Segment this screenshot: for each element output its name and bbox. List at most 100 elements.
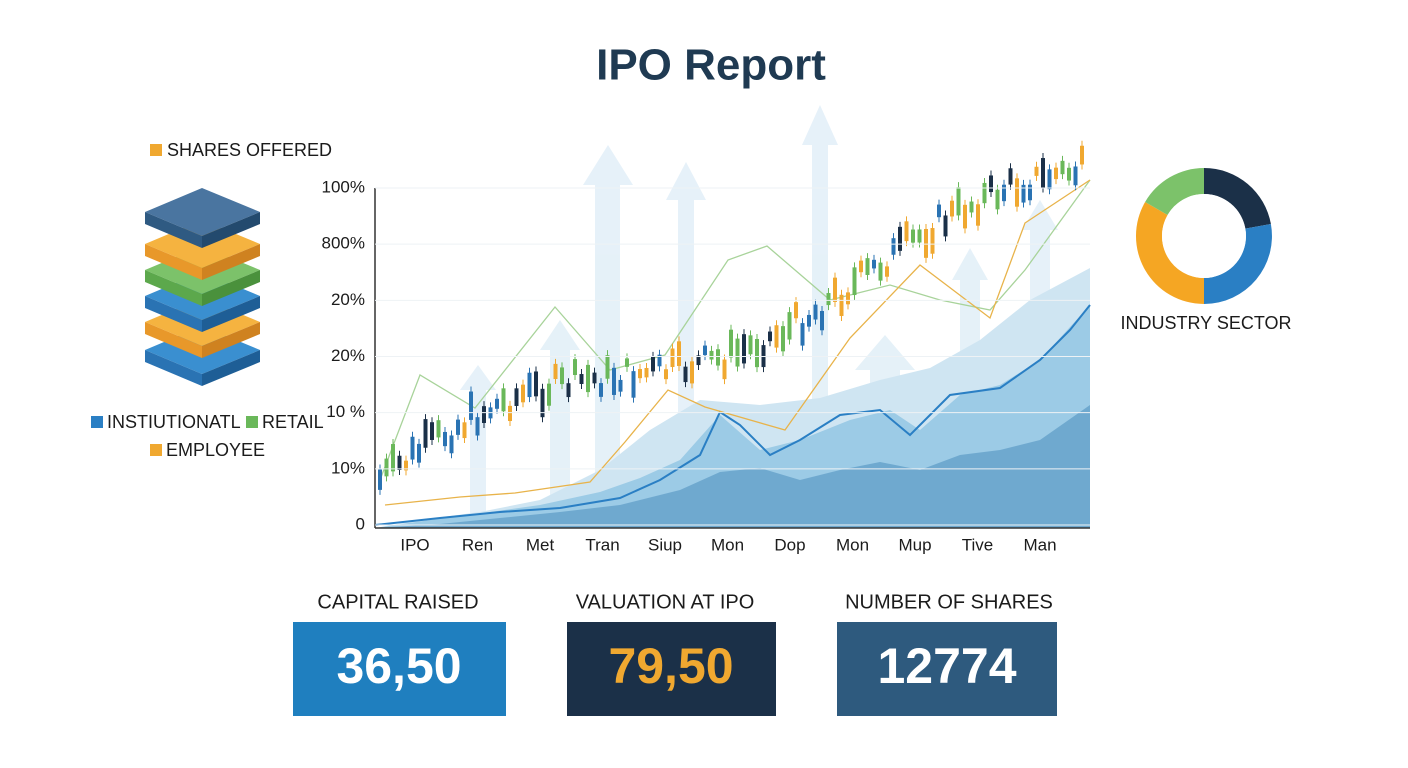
- candle-body: [781, 326, 785, 352]
- legend-label: RETAIL: [262, 412, 324, 432]
- candle-body: [956, 187, 961, 216]
- candle-body: [436, 420, 441, 438]
- y-tick-label: 20%: [331, 346, 365, 365]
- candle-body: [508, 405, 512, 422]
- x-tick-label: Tive: [962, 535, 994, 554]
- candle-body: [937, 204, 941, 218]
- candle-body: [560, 367, 564, 385]
- candle-body: [898, 226, 902, 251]
- donut: [1135, 168, 1272, 304]
- x-tick-label: Dop: [774, 535, 805, 554]
- candle-body: [482, 406, 486, 423]
- candle-body: [495, 398, 499, 409]
- kpi-label: VALUATION AT IPO: [576, 591, 755, 613]
- kpi-card: [837, 622, 1057, 716]
- candle-body: [911, 229, 915, 243]
- candle-body: [443, 431, 447, 447]
- candle-body: [1041, 158, 1045, 188]
- candle-body: [514, 388, 519, 406]
- legend-swatch: [150, 144, 162, 156]
- candle-body: [683, 366, 688, 383]
- candle-body: [521, 384, 525, 403]
- candle-body: [969, 201, 974, 213]
- candle-body: [794, 302, 798, 319]
- y-tick-label: 20%: [331, 290, 365, 309]
- candle-body: [644, 367, 649, 378]
- candle-body: [449, 435, 454, 454]
- kpi-card: [567, 622, 776, 716]
- candle-body: [631, 371, 636, 398]
- candle-body: [566, 383, 571, 398]
- candle-body: [729, 329, 733, 358]
- y-tick-label: 100%: [322, 177, 365, 196]
- kpi-value: 79,50: [608, 638, 733, 694]
- candle-body: [1047, 169, 1052, 190]
- x-tick-label: Man: [1023, 535, 1056, 554]
- candle-body: [397, 455, 402, 470]
- kpi-card: [293, 622, 506, 716]
- candle-body: [963, 204, 967, 229]
- layer-stack: [145, 188, 260, 386]
- candle-body: [826, 293, 831, 306]
- candle-body: [410, 436, 415, 460]
- candle-body: [982, 182, 987, 204]
- kpi-label: CAPITAL RAISED: [317, 591, 478, 613]
- x-tick-label: Siup: [648, 535, 682, 554]
- candle-body: [404, 460, 408, 471]
- y-tick-label: 800%: [322, 234, 365, 253]
- candle-body: [475, 417, 480, 436]
- candle-body: [638, 369, 642, 379]
- candle-body: [625, 358, 629, 367]
- candle-body: [677, 341, 681, 366]
- candle-body: [534, 371, 538, 397]
- candle-body: [605, 355, 610, 379]
- candle-body: [1008, 168, 1013, 185]
- candle-body: [872, 259, 876, 269]
- candle-body: [384, 458, 389, 477]
- candle-body: [1054, 167, 1058, 180]
- candle-body: [820, 310, 824, 331]
- candle-body: [813, 304, 818, 320]
- candle-body: [839, 294, 844, 316]
- candle-body: [1034, 166, 1039, 176]
- candle-body: [527, 372, 532, 398]
- line: [384, 179, 1091, 506]
- kpi-label: NUMBER OF SHARES: [845, 591, 1053, 613]
- candle-body: [462, 422, 467, 439]
- candle-body: [618, 379, 623, 392]
- candle-body: [1073, 166, 1078, 186]
- x-tick-label: Met: [526, 535, 555, 554]
- candle-body: [456, 419, 460, 435]
- kpi-value: 36,50: [336, 638, 461, 694]
- y-tick-label: 0: [356, 514, 365, 533]
- candle-body: [995, 189, 1000, 210]
- candle-body: [1028, 184, 1032, 201]
- candle-body: [657, 354, 662, 367]
- candle-body: [774, 325, 779, 348]
- legend-label: EMPLOYEE: [166, 440, 265, 460]
- candle-body: [859, 260, 863, 273]
- candle-body: [430, 422, 434, 440]
- candle-body: [807, 314, 811, 327]
- candle-body: [553, 363, 558, 380]
- candle-body: [722, 359, 727, 380]
- section-title: SHARES OFFERED: [167, 140, 332, 160]
- candles: [378, 140, 1084, 495]
- main-chart: 100% 800% 20% 20% 10 % 10% 0 IPO Ren Met Tran Siup M…: [322, 105, 1091, 554]
- candle-body: [599, 383, 603, 397]
- kpi-value: 12774: [877, 638, 1016, 694]
- candle-body: [547, 383, 551, 406]
- candle-body: [917, 229, 922, 243]
- y-tick-label: 10 %: [326, 402, 365, 421]
- candle-body: [579, 374, 584, 384]
- candle-body: [878, 262, 883, 281]
- legend-swatch: [91, 416, 103, 428]
- legend-label: INSTIUTIONATL: [107, 412, 241, 432]
- candle-body: [755, 339, 759, 368]
- candle-body: [742, 334, 746, 364]
- area: [375, 405, 1090, 528]
- candle-body: [612, 367, 616, 395]
- x-tick-label: Mon: [711, 535, 744, 554]
- candle-body: [391, 444, 395, 472]
